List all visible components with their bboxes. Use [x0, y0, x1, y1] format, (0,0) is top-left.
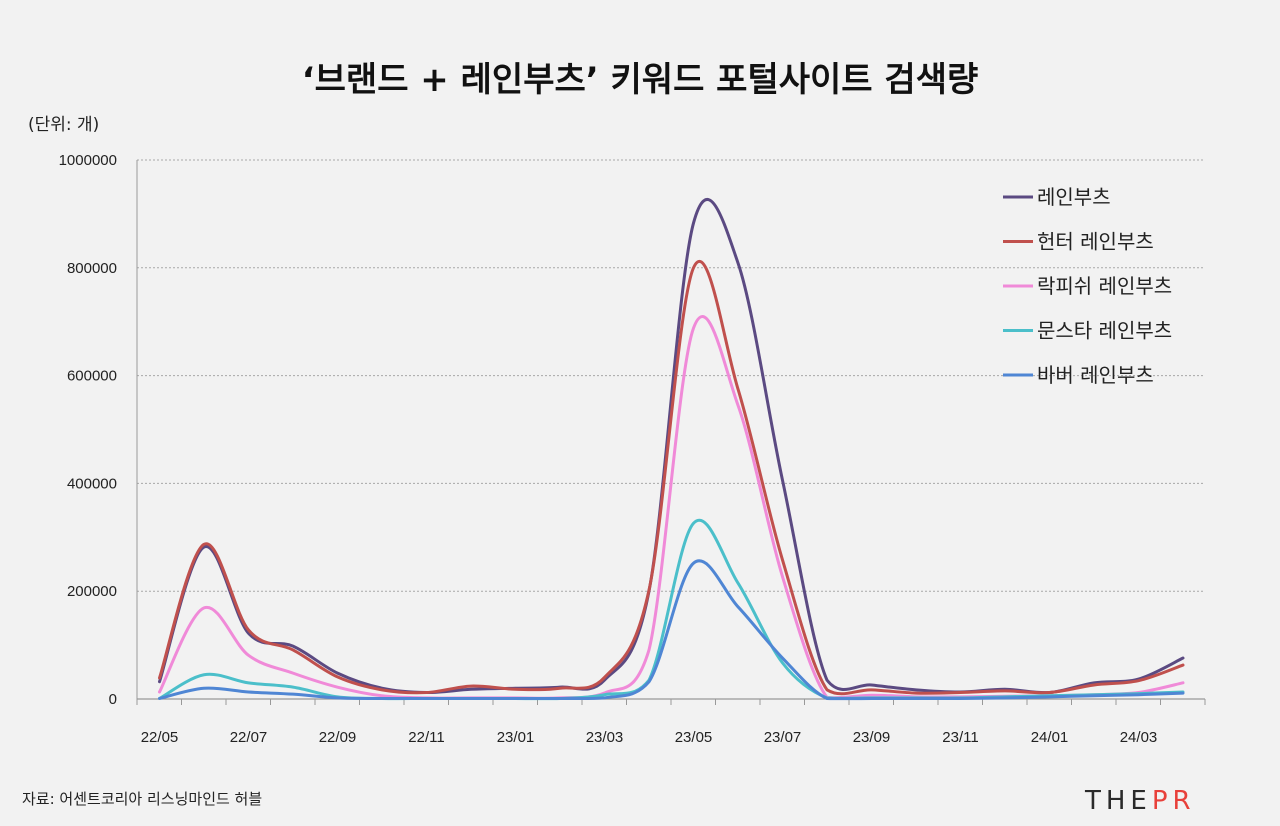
legend-label-2: 락피쉬 레인부츠	[1037, 274, 1172, 298]
y-tick-label: 800000	[67, 260, 117, 277]
x-tick-label: 22/11	[408, 729, 444, 746]
x-tick-label: 22/07	[230, 729, 268, 746]
legend-label-3: 문스타 레인부츠	[1037, 319, 1172, 343]
y-tick-label: 600000	[67, 368, 117, 385]
x-tick-label: 22/09	[319, 729, 357, 746]
x-tick-label: 23/03	[586, 729, 624, 746]
y-tick-label: 400000	[67, 475, 117, 492]
y-tick-label: 1000000	[59, 152, 117, 169]
x-tick-label: 24/01	[1031, 729, 1069, 746]
series-line-3	[158, 519, 1185, 701]
logo-part-pr: PR	[1151, 786, 1196, 816]
x-tick-label: 22/05	[141, 729, 179, 746]
legend-label-4: 바버 레인부츠	[1037, 363, 1154, 387]
x-tick-label: 23/01	[497, 729, 535, 746]
thepr-logo: THEPR	[1085, 786, 1196, 816]
x-tick-label: 23/11	[942, 729, 978, 746]
chart-title: ‘브랜드 + 레인부츠’ 키워드 포털사이트 검색량	[301, 60, 979, 100]
series-line-1	[158, 259, 1185, 696]
y-tick-label: 200000	[67, 583, 117, 600]
y-tick-label: 0	[109, 691, 117, 708]
x-tick-label: 23/05	[675, 729, 713, 746]
x-tick-label: 23/09	[853, 729, 891, 746]
series-line-4	[158, 559, 1185, 701]
x-tick-label: 23/07	[764, 729, 802, 746]
legend-label-0: 레인부츠	[1037, 185, 1111, 209]
x-tick-label: 24/03	[1120, 729, 1158, 746]
source-note: 자료: 어센트코리아 리스닝마인드 허블	[22, 790, 263, 808]
logo-part-the: THE	[1085, 786, 1152, 816]
legend-label-1: 헌터 레인부츠	[1037, 230, 1154, 254]
unit-label: (단위: 개)	[28, 115, 100, 135]
